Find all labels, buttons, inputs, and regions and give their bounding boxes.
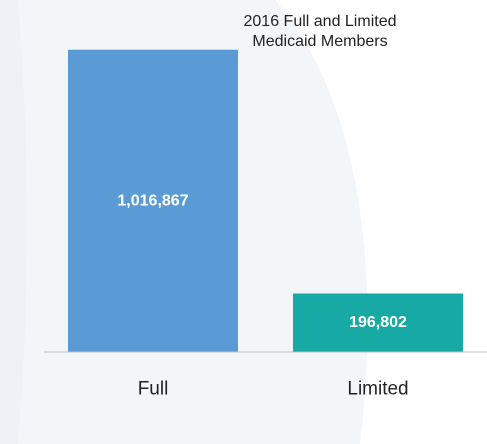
category-label-full: Full xyxy=(138,379,169,400)
bar-full xyxy=(68,49,238,353)
labels-layer: 1,016,867 Full 196,802 Limited xyxy=(117,192,408,399)
chart-title-line-1: 2016 Full and Limited xyxy=(243,13,397,30)
chart-title-line-2: Medicaid Members xyxy=(252,33,388,50)
value-label-limited: 196,802 xyxy=(349,314,407,331)
bars-layer xyxy=(68,49,463,353)
value-label-full: 1,016,867 xyxy=(117,192,188,209)
category-label-limited: Limited xyxy=(347,379,408,400)
background-shape-left xyxy=(0,0,27,444)
bar-limited xyxy=(293,293,463,352)
chart-title: 2016 Full and Limited Medicaid Members xyxy=(215,12,425,52)
